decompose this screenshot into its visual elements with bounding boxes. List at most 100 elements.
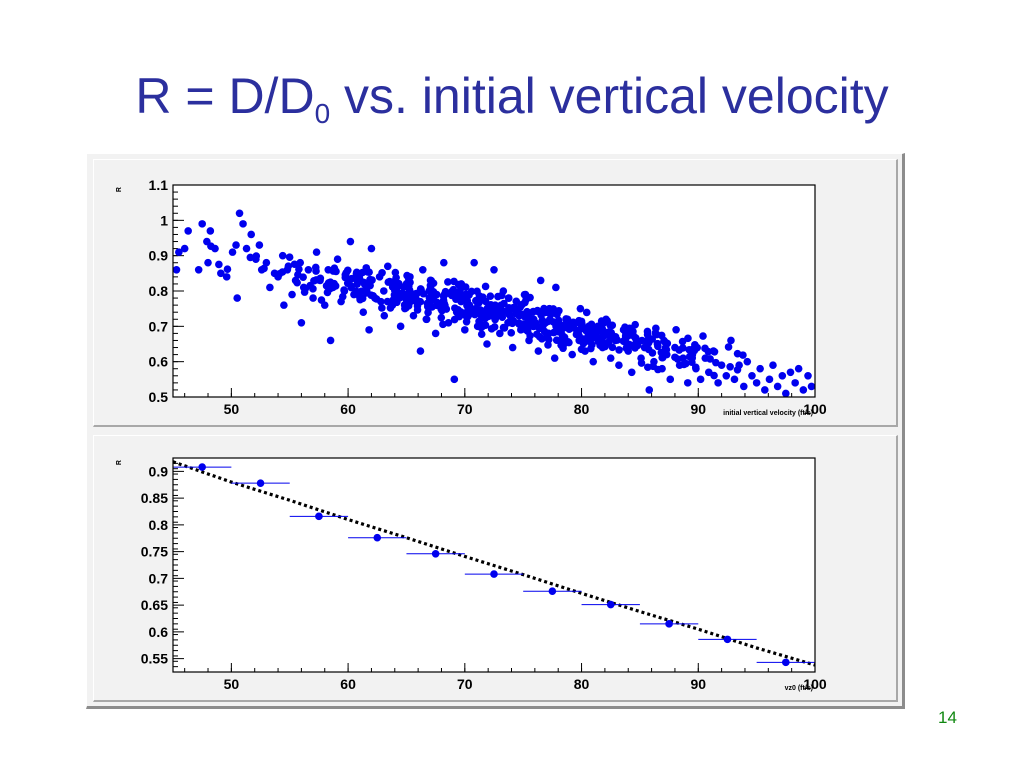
scatter-point — [296, 258, 305, 267]
scatter-point — [500, 324, 509, 332]
scatter-point — [439, 320, 447, 329]
scatter-point — [743, 357, 752, 366]
scatter-point — [519, 311, 527, 319]
x-tick-label: 90 — [690, 401, 706, 417]
y-tick-label: 0.85 — [141, 490, 168, 506]
scatter-point — [748, 372, 756, 380]
scatter-point — [726, 362, 734, 371]
scatter-point — [433, 298, 441, 307]
scatter-point — [304, 266, 313, 274]
scatter-point — [295, 265, 303, 274]
scatter-point — [648, 349, 657, 357]
scatter-point — [657, 331, 666, 340]
y-tick-label: 0.6 — [149, 354, 169, 370]
y-tick-label: 0.5 — [149, 389, 169, 405]
scatter-point — [540, 304, 548, 313]
scatter-point — [359, 308, 368, 317]
scatter-point — [285, 253, 294, 262]
scatter-point — [544, 335, 553, 344]
scatter-point — [461, 326, 469, 334]
scatter-point — [679, 344, 687, 352]
scatter-point — [450, 375, 459, 384]
x-tick-label: 100 — [803, 676, 827, 692]
scatter-point — [456, 308, 465, 316]
x-tick-label: 60 — [340, 676, 356, 692]
scatter-point — [204, 258, 212, 267]
scatter-point — [804, 372, 812, 380]
scatter-point — [722, 372, 731, 380]
scatter-point — [621, 323, 629, 331]
scatter-point — [528, 308, 537, 316]
plot-frame — [172, 184, 816, 398]
scatter-point — [262, 258, 271, 267]
scatter-point — [366, 275, 374, 284]
profile-point — [490, 570, 498, 578]
scatter-point — [600, 340, 608, 349]
scatter-point — [233, 294, 241, 302]
y-tick-label: 0.65 — [141, 597, 168, 613]
scatter-point — [534, 347, 543, 355]
scatter-point — [608, 321, 617, 330]
scatter-point — [549, 318, 558, 326]
scatter-point — [365, 326, 373, 334]
fit-line — [172, 460, 816, 667]
scatter-point — [422, 315, 431, 324]
scatter-point — [416, 347, 425, 355]
scatter-point — [799, 386, 808, 394]
scatter-point — [232, 241, 240, 249]
scatter-point — [691, 341, 699, 349]
y-tick-label: 1.1 — [149, 177, 169, 193]
y-tick-label: 0.8 — [149, 517, 169, 533]
scatter-point — [807, 382, 815, 391]
scatter-point — [173, 266, 181, 274]
scatter-point — [782, 389, 790, 397]
x-tick-label: 70 — [457, 401, 473, 417]
scatter-point — [699, 332, 707, 340]
scatter-point — [570, 324, 578, 332]
scatter-point — [577, 345, 586, 354]
scatter-point — [724, 343, 733, 351]
x-tick-label: 80 — [574, 401, 590, 417]
scatter-point — [346, 237, 355, 246]
scatter-point — [661, 343, 670, 352]
scatter-point — [500, 299, 508, 308]
scatter-point — [652, 324, 660, 333]
scatter-point — [481, 282, 490, 291]
scatter-point — [523, 327, 532, 336]
scatter-point — [490, 266, 498, 274]
scatter-point — [584, 331, 593, 340]
scatter-point — [454, 280, 463, 289]
y-tick-label: 0.7 — [149, 570, 169, 586]
x-tick-label: 80 — [574, 676, 590, 692]
scatter-point — [637, 359, 646, 367]
scatter-point — [507, 329, 516, 337]
scatter-point — [512, 297, 521, 306]
scatter-point — [344, 275, 353, 284]
scatter-point — [682, 359, 690, 368]
scatter-point — [378, 268, 386, 277]
scatter-point — [606, 354, 615, 362]
scatter-point — [649, 362, 657, 371]
scatter-point — [326, 278, 335, 286]
scatter-point — [536, 276, 545, 285]
y-axis-title: R — [116, 460, 123, 465]
scatter-point — [490, 323, 499, 331]
scatter-point — [475, 319, 484, 327]
x-tick-label: 90 — [690, 676, 706, 692]
scatter-point — [222, 273, 231, 281]
scatter-point — [589, 357, 598, 366]
scatter-point — [752, 379, 761, 387]
scatter-point — [326, 336, 335, 345]
scatter-point — [613, 336, 622, 344]
x-tick-label: 60 — [340, 401, 356, 417]
profile-point — [723, 635, 732, 644]
scatter-point — [380, 311, 389, 320]
scatter-point — [710, 371, 718, 380]
scatter-point — [330, 264, 339, 273]
y-axis-title: R — [116, 187, 123, 192]
scatter-point — [392, 273, 400, 282]
scatter-point — [562, 322, 570, 330]
scatter-point — [184, 227, 192, 235]
scatter-point — [406, 297, 415, 306]
scatter-point — [409, 311, 418, 320]
